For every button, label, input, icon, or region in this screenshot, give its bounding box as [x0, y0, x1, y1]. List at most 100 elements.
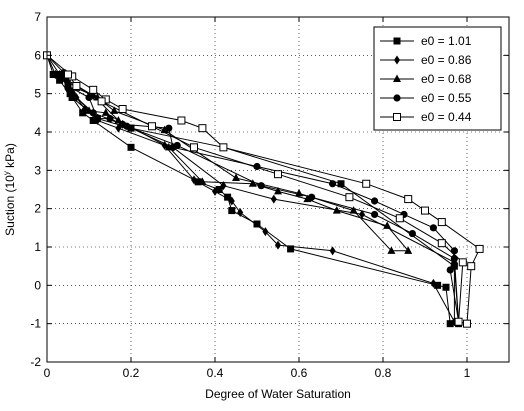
legend-label: e0 = 0.86: [421, 53, 472, 67]
data-point: [110, 106, 119, 114]
data-point: [118, 105, 127, 113]
legend-marker: [393, 113, 401, 121]
data-point: [421, 206, 429, 215]
data-point: [275, 240, 281, 250]
data-point: [173, 141, 181, 150]
data-point: [93, 114, 101, 123]
legend-marker: [393, 37, 401, 45]
data-point: [228, 196, 235, 206]
data-point: [68, 94, 76, 101]
y-tick-label: -2: [30, 355, 41, 369]
data-point: [89, 117, 97, 124]
legend-marker: [393, 94, 401, 102]
data-point: [308, 193, 316, 201]
data-point: [430, 278, 437, 288]
data-point: [64, 82, 72, 90]
data-point: [232, 173, 240, 181]
data-point: [404, 246, 413, 254]
data-point: [454, 317, 463, 326]
x-tick-label: 0.8: [375, 366, 392, 380]
data-point: [442, 283, 450, 291]
data-point: [383, 221, 392, 229]
data-point: [446, 266, 454, 274]
legend: e0 = 1.01 e0 = 0.86 e0 = 0.68 e0 = 0.55 e0 =…: [373, 26, 502, 131]
data-point: [371, 210, 379, 219]
legend-entry: e0 = 0.86: [380, 53, 472, 67]
legend-entry: e0 = 0.68: [380, 72, 472, 86]
data-point: [64, 70, 72, 79]
data-point: [72, 82, 81, 90]
y-tick-label: 4: [34, 125, 41, 139]
data-point: [332, 206, 341, 214]
legend-entry: e0 = 0.55: [380, 91, 472, 105]
y-tick-label: 3: [34, 163, 41, 177]
x-tick-label: 0.2: [123, 366, 140, 380]
y-tick-label: 1: [34, 240, 41, 254]
data-point: [248, 179, 257, 187]
data-point: [329, 180, 337, 188]
data-point: [115, 123, 122, 133]
y-tick-label: 7: [34, 10, 41, 24]
y-axis-label-main: Suction (10: [3, 175, 17, 236]
data-point: [408, 229, 416, 238]
legend-label: e0 = 0.68: [421, 72, 472, 86]
data-point: [345, 193, 354, 202]
data-point: [329, 246, 336, 256]
data-point: [387, 246, 396, 254]
axis-ticks: 0 0.2 0.4 0.6 0.8 1 -2 -1 0 1 2 3 4 5 6 7: [30, 10, 509, 380]
data-point: [458, 258, 467, 267]
legend-marker: [394, 55, 400, 65]
data-point: [212, 186, 218, 196]
data-point: [437, 218, 446, 227]
data-point: [85, 93, 93, 102]
data-point: [219, 143, 228, 152]
data-point: [198, 124, 207, 133]
data-point: [429, 224, 437, 232]
data-point: [463, 319, 471, 328]
data-point: [434, 281, 442, 289]
data-point: [270, 194, 277, 204]
data-point: [177, 116, 186, 125]
plot-area-frame: [46, 16, 510, 363]
data-point: [371, 197, 379, 205]
data-point: [349, 206, 358, 214]
data-point: [89, 109, 97, 117]
data-point: [79, 109, 87, 117]
data-point: [68, 90, 76, 98]
data-point: [303, 194, 312, 203]
data-point: [450, 247, 458, 255]
data-point: [450, 254, 458, 263]
data-point: [404, 195, 413, 204]
data-point: [475, 244, 484, 253]
data-point: [224, 193, 232, 201]
data-point: [101, 108, 110, 116]
legend-label: e0 = 0.55: [421, 91, 472, 105]
y-tick-label: 2: [34, 202, 41, 216]
data-point: [337, 180, 345, 188]
x-tick-label: 0.4: [207, 366, 224, 380]
data-point: [127, 143, 135, 151]
data-point: [362, 179, 371, 188]
data-point: [220, 181, 227, 191]
data-point: [56, 76, 64, 84]
data-point: [191, 175, 197, 185]
y-tick-label: 0: [34, 278, 41, 292]
data-point: [89, 85, 98, 94]
data-point: [106, 114, 114, 123]
data-point: [257, 182, 265, 190]
data-point: [446, 320, 454, 328]
legend-label: e0 = 1.01: [421, 34, 472, 48]
y-axis-label-unit: kPa): [3, 143, 17, 171]
data-point: [395, 214, 404, 223]
y-tick-label: -1: [30, 317, 41, 331]
y-tick-label: 5: [34, 87, 41, 101]
data-point: [274, 186, 282, 195]
data-point: [198, 177, 207, 185]
data-point: [437, 239, 446, 248]
y-tick-label: 6: [34, 48, 41, 62]
y-axis-label: Suction (10y kPa): [2, 143, 17, 236]
data-point: [97, 97, 106, 106]
series-line: [46, 54, 481, 325]
